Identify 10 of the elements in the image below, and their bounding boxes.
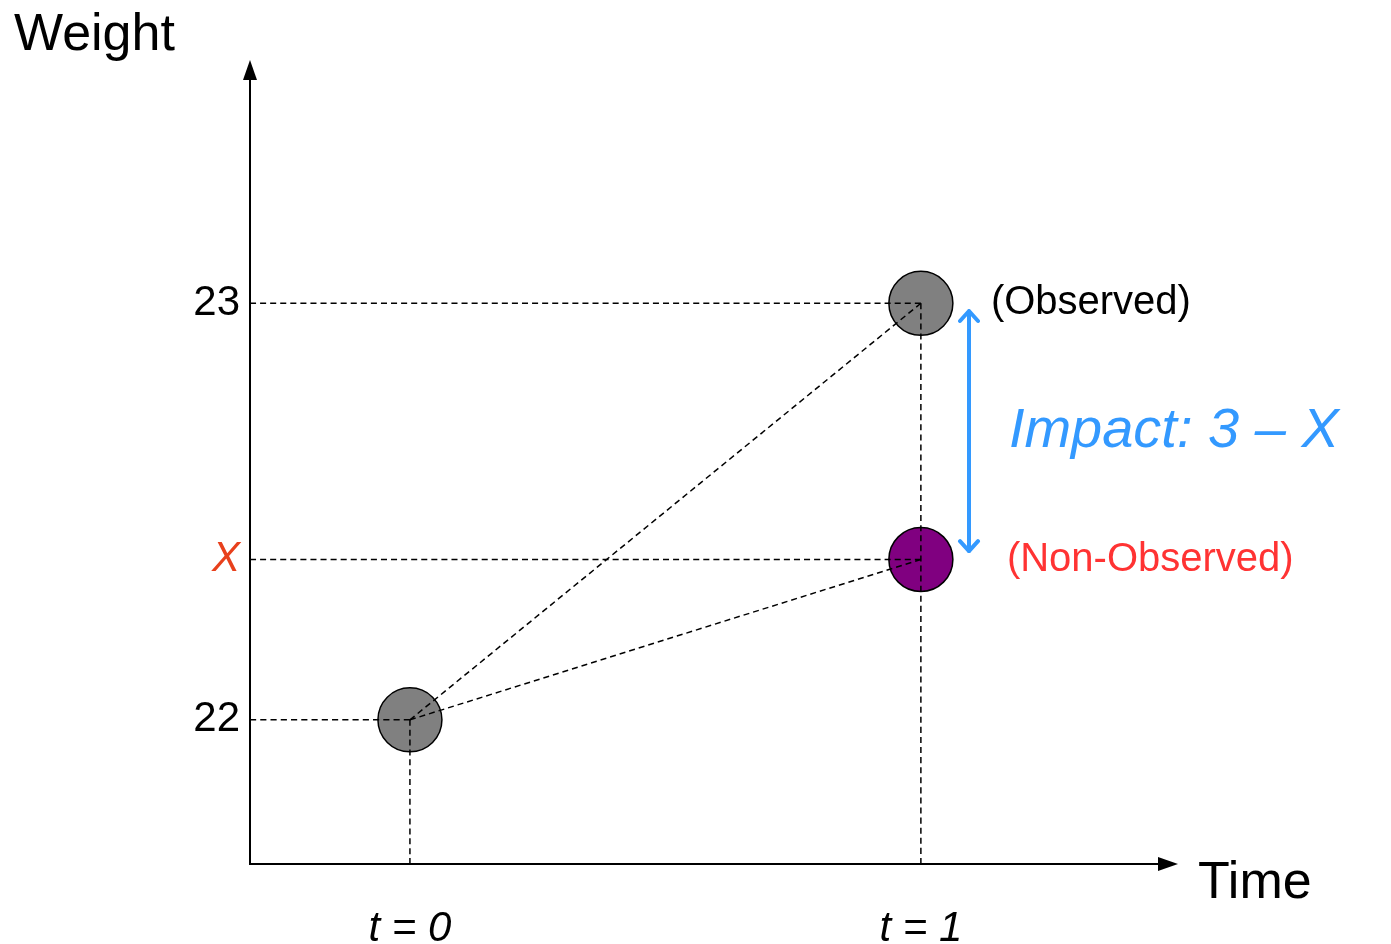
annotation: (Observed) (990, 278, 1191, 323)
annotation: Impact: 3 – X (1008, 395, 1342, 459)
x-tick-label: t = 1 (879, 902, 963, 944)
y-tick-label: X (210, 533, 242, 581)
x-tick-label: t = 0 (368, 902, 453, 944)
y-tick-label: 22 (193, 693, 240, 741)
x-axis-title: Time (1198, 851, 1312, 910)
y-tick-label: 23 (193, 276, 240, 324)
annotation: (Non-Observed) (1006, 534, 1294, 579)
y-axis-title: Weight (14, 3, 176, 62)
